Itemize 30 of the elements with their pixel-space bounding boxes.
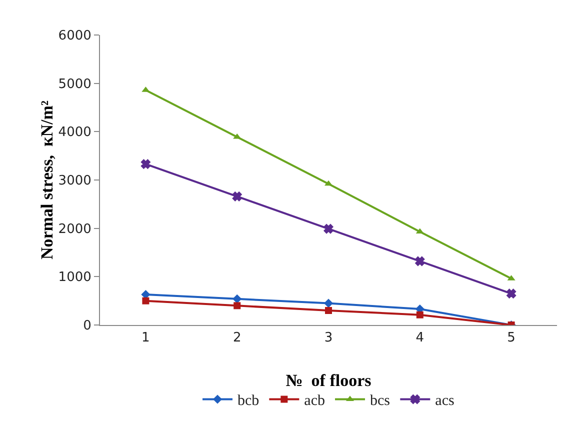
point xyxy=(415,256,425,266)
point xyxy=(416,311,424,318)
point xyxy=(232,294,242,304)
y-tick-label: 2000 xyxy=(58,222,92,237)
legend-label: acs xyxy=(435,393,454,410)
y-tick-label: 6000 xyxy=(58,28,92,44)
legend-label: bcb xyxy=(238,393,260,410)
point xyxy=(325,307,332,314)
legend-label: bcs xyxy=(370,393,390,410)
point xyxy=(233,133,242,139)
x-tick-label: 5 xyxy=(507,330,516,346)
y-axis-title: Normal stress, кN/m² xyxy=(37,100,56,260)
y-tick-label: 0 xyxy=(83,318,92,334)
x-tick-label: 1 xyxy=(142,330,150,346)
y-tick-label: 5000 xyxy=(58,76,92,92)
point xyxy=(232,192,242,202)
x-axis-title: № of floors xyxy=(286,371,372,390)
point xyxy=(140,159,150,169)
point xyxy=(506,288,516,298)
y-tick-label: 4000 xyxy=(58,125,92,140)
point xyxy=(324,224,334,234)
point xyxy=(324,298,334,308)
point xyxy=(234,302,241,310)
point xyxy=(142,297,150,304)
y-tick-label: 3000 xyxy=(58,174,92,189)
x-tick-label: 4 xyxy=(416,330,424,346)
x-tick-label: 2 xyxy=(232,330,242,346)
legend-label: acb xyxy=(304,393,325,410)
y-tick-label: 1000 xyxy=(58,270,92,286)
x-tick-label: 3 xyxy=(324,330,333,346)
